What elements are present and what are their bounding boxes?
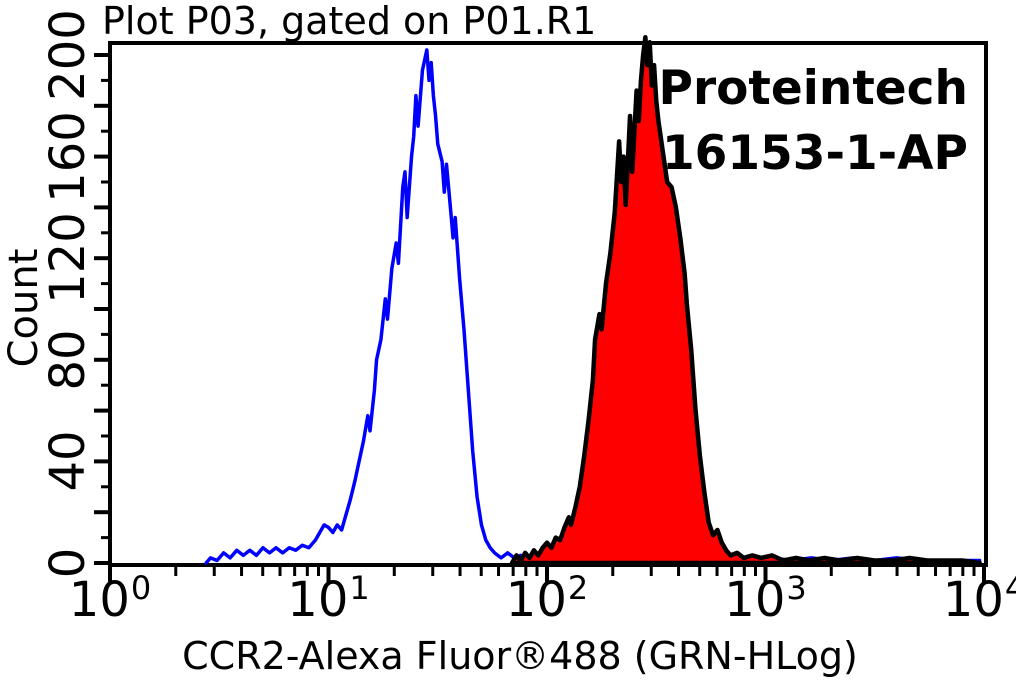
x-tick-base: 10 — [724, 572, 786, 628]
x-tick-base: 10 — [942, 572, 1004, 628]
y-tick-label-160: 160 — [40, 110, 96, 203]
stained-histogram-filled-curve — [509, 34, 982, 566]
x-tick-label-10e1: 101 — [287, 569, 369, 629]
y-tick-label-40: 40 — [40, 430, 96, 492]
y-tick-label-0: 0 — [40, 547, 96, 579]
x-axis-label: CCR2-Alexa Fluor®488 (GRN-HLog) — [182, 634, 858, 678]
x-tick-exponent: 1 — [349, 569, 370, 608]
x-tick-label-10e3: 103 — [724, 569, 806, 629]
y-tick-label-80: 80 — [40, 329, 96, 391]
x-tick-label-10e4: 104 — [943, 569, 1016, 629]
x-tick-label-10e2: 102 — [506, 569, 588, 629]
x-tick-base: 10 — [68, 572, 130, 628]
x-tick-exponent: 3 — [786, 569, 807, 608]
x-tick-exponent: 4 — [1004, 569, 1016, 608]
annotation-brand: Proteintech — [658, 61, 969, 116]
x-tick-exponent: 0 — [130, 569, 152, 608]
plot-title: Plot P03, gated on P01.R1 — [102, 0, 597, 43]
antibody-annotation: Proteintech 16153-1-AP — [659, 56, 969, 186]
x-tick-label-10e0: 100 — [69, 569, 151, 629]
x-tick-exponent: 2 — [567, 569, 589, 608]
annotation-catalog-number: 16153-1-AP — [661, 126, 968, 181]
y-tick-label-200: 200 — [40, 9, 96, 101]
y-tick-label-120: 120 — [40, 212, 96, 304]
x-tick-base: 10 — [287, 572, 349, 628]
x-tick-base: 10 — [505, 572, 567, 628]
